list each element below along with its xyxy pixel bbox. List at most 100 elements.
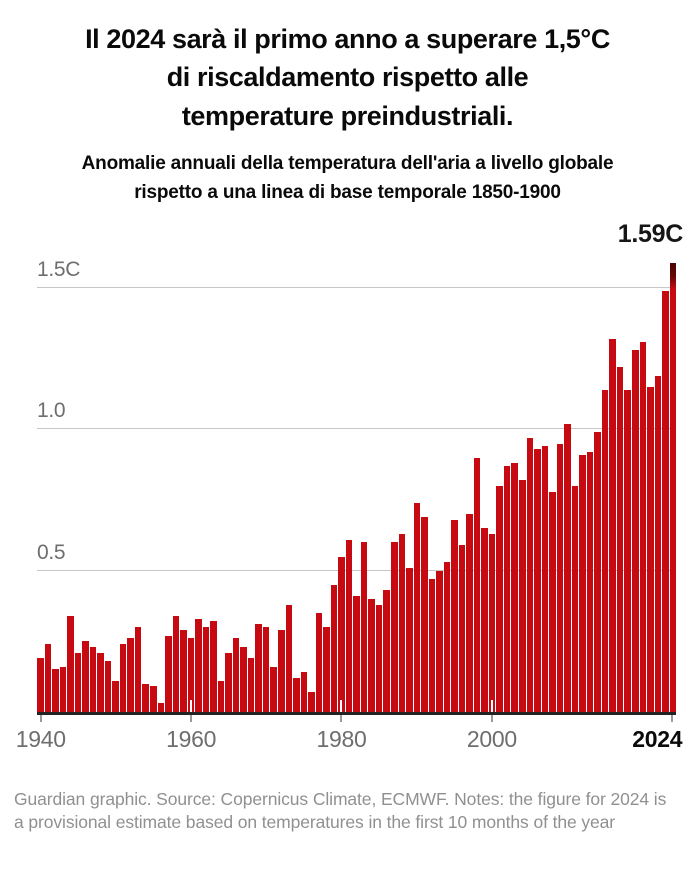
bar-2024 — [669, 262, 677, 712]
bar-1958 — [172, 615, 180, 712]
bar-1954 — [142, 683, 149, 712]
bar-1968 — [247, 658, 255, 712]
bar-1940 — [37, 658, 44, 712]
bar-1944 — [67, 615, 74, 712]
bar-1970 — [262, 627, 270, 712]
bar-2022 — [654, 375, 662, 712]
bar-1976 — [308, 692, 315, 712]
bar-1962 — [202, 627, 210, 712]
bar-1959 — [180, 629, 187, 712]
bar-1994 — [443, 562, 451, 712]
bar-1997 — [466, 514, 473, 712]
x-axis-label-1940: 1940 — [15, 725, 66, 752]
bar-1942 — [52, 669, 59, 712]
bar-1995 — [451, 519, 458, 712]
bar-1949 — [104, 661, 112, 712]
bar-1961 — [195, 618, 202, 712]
bar-1988 — [398, 533, 406, 712]
bar-2001 — [496, 485, 503, 712]
plot-area: 1.59C 0.5 1.0 1.5C — [37, 220, 683, 722]
bar-1946 — [82, 641, 89, 712]
source-credit: Guardian graphic. Source: Copernicus Cli… — [14, 788, 667, 832]
y-axis-label-1.0: 1.0 — [37, 399, 66, 423]
x-axis-baseline — [37, 711, 676, 715]
bar-1953 — [134, 627, 142, 712]
bar-1972 — [278, 629, 285, 712]
x-axis-labels: 1940 1960 1980 2000 2024 — [16, 725, 683, 758]
x-tick-1960 — [190, 714, 193, 722]
bar-2008 — [549, 491, 556, 712]
bar-1974 — [293, 677, 300, 712]
bar-1999 — [481, 528, 488, 712]
bar-1980 — [338, 556, 345, 712]
bar-2021 — [647, 387, 654, 712]
bar-1981 — [345, 539, 353, 712]
x-tick-1940 — [39, 714, 42, 722]
bar-1986 — [383, 590, 390, 712]
bar-1998 — [473, 457, 481, 712]
bar-1975 — [300, 672, 308, 712]
gridline-1.0 — [37, 428, 676, 430]
page-title: Il 2024 sarà il primo anno a superare 1,… — [10, 20, 685, 135]
x-tick-notch-2000 — [490, 699, 493, 712]
bar-2015 — [601, 389, 609, 712]
bar-1963 — [210, 621, 217, 712]
gridline-0.5 — [37, 569, 676, 571]
x-tick-notch-1960 — [190, 699, 193, 712]
x-tick-notch-1980 — [340, 699, 343, 712]
bar-2009 — [556, 443, 564, 712]
subtitle-line-1: Anomalie annuali della temperatura dell'… — [81, 152, 614, 174]
bar-1969 — [255, 624, 262, 712]
bar-2019 — [631, 350, 639, 712]
bar-1983 — [360, 542, 368, 712]
bar-1971 — [270, 666, 277, 712]
subtitle-line-2: rispetto a una linea di base temporale 1… — [134, 182, 561, 204]
bar-1955 — [149, 686, 157, 712]
bar-2013 — [586, 452, 594, 712]
bar-2006 — [534, 449, 541, 712]
title-line-2: di riscaldamento rispetto alle — [166, 62, 529, 93]
bar-1985 — [375, 604, 383, 712]
temperature-anomaly-chart: 1.59C 0.5 1.0 1.5C 1940 1960 1980 2000 2024 — [0, 220, 695, 758]
bar-2010 — [564, 423, 571, 712]
bar-1982 — [353, 596, 360, 712]
bar-1989 — [406, 567, 413, 712]
y-axis-label-0.5: 0.5 — [37, 540, 66, 564]
bar-1966 — [232, 638, 240, 712]
page: Il 2024 sarà il primo anno a superare 1,… — [0, 20, 695, 887]
x-axis-label-1980: 1980 — [316, 725, 367, 752]
bar-2002 — [503, 466, 511, 712]
x-tick-2000 — [490, 714, 493, 722]
bar-2018 — [624, 389, 631, 712]
bar-2011 — [571, 485, 579, 712]
bar-1984 — [368, 598, 375, 712]
bar-1947 — [89, 646, 97, 712]
bars-container — [37, 232, 677, 712]
peak-value-annotation: 1.59C — [617, 219, 684, 248]
bar-2003 — [511, 463, 518, 712]
title-line-3: temperature preindustriali. — [181, 100, 514, 131]
bar-1957 — [165, 635, 172, 712]
bar-1965 — [225, 652, 232, 712]
bar-1978 — [323, 627, 330, 712]
bar-1950 — [112, 680, 119, 712]
bar-1964 — [217, 680, 225, 712]
bar-2004 — [519, 480, 526, 712]
bar-2007 — [541, 446, 549, 712]
y-axis-label-1.5C: 1.5C — [37, 258, 81, 282]
bar-1956 — [157, 703, 165, 712]
title-line-1: Il 2024 sarà il primo anno a superare 1,… — [85, 24, 610, 54]
bar-2005 — [526, 437, 534, 712]
bar-1996 — [458, 545, 466, 712]
bar-1945 — [74, 652, 82, 712]
bar-2020 — [639, 341, 647, 712]
bar-2000 — [488, 533, 496, 712]
bar-2014 — [594, 432, 601, 712]
x-axis-label-1960: 1960 — [166, 725, 217, 752]
bar-1973 — [285, 604, 293, 712]
bar-1993 — [436, 570, 443, 712]
bar-1979 — [330, 584, 338, 712]
bar-2023 — [662, 291, 669, 712]
x-tick-2024 — [671, 714, 674, 722]
bar-1941 — [44, 644, 52, 712]
